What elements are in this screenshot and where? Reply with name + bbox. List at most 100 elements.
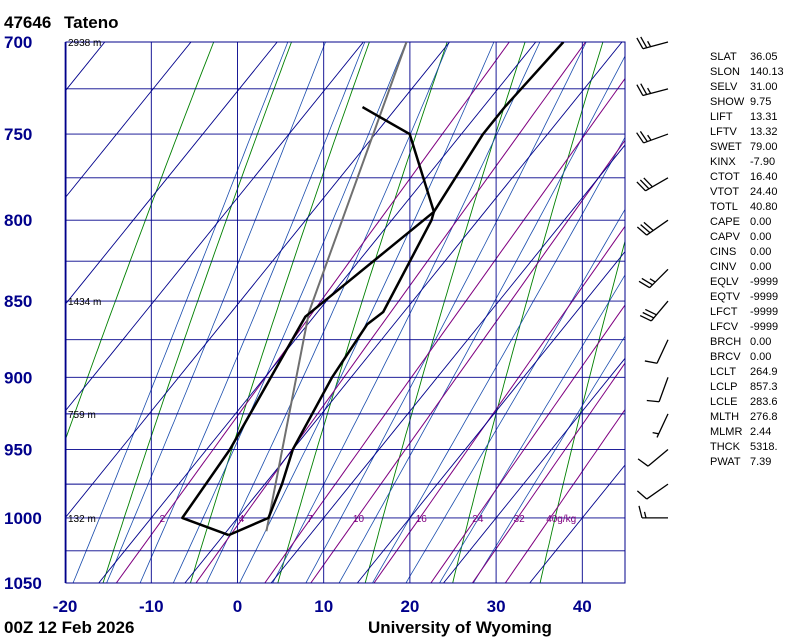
index-value: 283.6 (750, 396, 778, 408)
index-value: 31.00 (750, 81, 778, 93)
pressure-tick-label: 900 (4, 368, 32, 387)
index-value: -9999 (750, 306, 779, 318)
wind-barb-half-feather (647, 87, 652, 94)
index-value: 36.05 (750, 51, 778, 63)
isotherm (270, 144, 625, 583)
index-value: 79.00 (750, 141, 778, 153)
index-row: PWAT 7.39 (710, 455, 771, 470)
axis-labels: 700 750 800 850 900 950 1000 1050 -20 -10 0 10 20 30 4… (4, 33, 592, 616)
mixing-ratio-label: 24 (472, 514, 484, 525)
index-key: THCK (710, 441, 740, 453)
index-key: CINS (710, 246, 737, 258)
footer-time: 00Z 12 Feb 2026 (4, 618, 134, 637)
height-label: 2938 m (68, 38, 101, 49)
dry-adiabat (66, 42, 215, 440)
index-key: LFTV (710, 126, 737, 138)
station-name: Tateno (64, 13, 118, 32)
dry-adiabat (189, 42, 370, 583)
parcel-profile (265, 42, 408, 532)
wind-barb-feather (643, 177, 653, 188)
index-row: LCLE 283.6 (710, 395, 778, 410)
index-value: 0.00 (750, 246, 772, 258)
dry-adiabat (539, 239, 625, 583)
wind-barb-half-feather (647, 40, 652, 47)
isotherm (66, 42, 364, 411)
index-value: 0.00 (750, 231, 772, 243)
wind-barb (636, 130, 669, 144)
index-row: CINS 0.00 (710, 245, 771, 260)
wind-barb-feather (640, 224, 651, 234)
index-row: KINX -7.90 (710, 155, 775, 170)
index-key: LCLE (710, 396, 738, 408)
wind-barb-shaft (649, 268, 669, 289)
wind-barb (644, 339, 669, 364)
mixing-ratio-line (504, 408, 625, 583)
wind-barb-shaft (642, 41, 669, 50)
height-label: 132 m (68, 514, 96, 525)
index-value: 40.80 (750, 201, 778, 213)
wind-barb-shaft (646, 219, 669, 236)
index-key: EQLV (710, 276, 739, 288)
isotherm (529, 464, 625, 583)
isotherm (184, 42, 623, 583)
wind-barb-feather (636, 84, 644, 96)
index-key: MLMR (710, 426, 743, 438)
pressure-tick-label: 750 (4, 125, 32, 144)
pressure-tick-label: 1000 (4, 509, 42, 528)
moist-adiabat (206, 42, 450, 583)
index-key: SHOW (710, 96, 745, 108)
wind-barb (636, 36, 669, 50)
index-row: EQTV -9999 (710, 290, 778, 305)
index-key: CAPE (710, 216, 740, 228)
dewpoint-profile (181, 106, 436, 537)
index-value: 7.39 (750, 456, 772, 468)
pressure-tick-label: 850 (4, 292, 32, 311)
wind-barb-shaft (650, 300, 669, 322)
temperature-tick-label: -20 (53, 597, 78, 616)
wind-barb-shaft (645, 177, 669, 192)
index-row: SLAT 36.05 (710, 50, 778, 65)
wind-barb-feather (636, 181, 646, 192)
pressure-tick-label: 1050 (4, 574, 42, 593)
wind-barb-half-feather (643, 511, 647, 519)
index-key: SELV (710, 81, 738, 93)
index-value: -9999 (750, 291, 779, 303)
wind-barb-feather (637, 458, 649, 467)
wind-barb-feather (645, 308, 657, 316)
index-key: TOTL (710, 201, 738, 213)
index-key: MLTH (710, 411, 740, 423)
wind-barb-shaft (656, 413, 669, 438)
temperature-tick-label: 30 (487, 597, 506, 616)
wind-barb-feather (636, 132, 645, 144)
moist-adiabat (72, 42, 289, 583)
wind-barb-feather (636, 490, 648, 500)
isotherm (443, 357, 625, 583)
pressure-tick-label: 700 (4, 33, 32, 52)
index-value: -9999 (750, 321, 779, 333)
index-row: CTOT 16.40 (710, 170, 778, 185)
wind-barb-feather (640, 36, 648, 49)
wind-barb-feather (640, 83, 648, 95)
index-value: 9.75 (750, 96, 772, 108)
wind-barb-feather (644, 360, 658, 364)
index-value: 0.00 (750, 351, 772, 363)
index-key: KINX (710, 156, 736, 168)
wind-barb (639, 300, 669, 322)
index-value: 0.00 (750, 336, 772, 348)
isotherm (356, 250, 625, 583)
wind-barb-half-feather (647, 134, 652, 141)
wind-barb (637, 448, 669, 467)
wind-barb-shaft (642, 88, 669, 97)
wind-barb-half-feather (652, 432, 659, 435)
wind-barb (636, 83, 669, 97)
wind-barb-shaft (656, 339, 669, 364)
wind-barb (636, 483, 669, 500)
mixing-ratio-label: 4 (239, 514, 245, 525)
dry-adiabat (102, 42, 292, 583)
index-row: LFCV -9999 (710, 320, 778, 335)
wind-barb (652, 413, 669, 438)
mixing-ratio-line (310, 139, 625, 583)
mixing-ratio-label: 2 (160, 514, 166, 525)
mixing-ratio-label: 10 (353, 514, 365, 525)
